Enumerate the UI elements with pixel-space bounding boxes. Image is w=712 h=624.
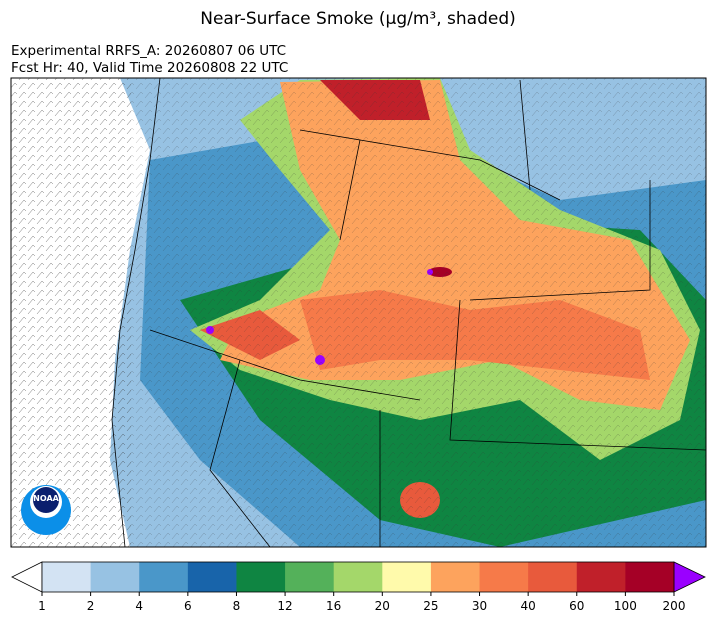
colorbar-tick-label: 4 bbox=[135, 599, 143, 613]
colorbar-tick-label: 200 bbox=[663, 599, 686, 613]
colorbar-tick-label: 30 bbox=[472, 599, 487, 613]
colorbar-segment bbox=[382, 562, 432, 592]
colorbar-segment bbox=[430, 562, 481, 592]
colorbar-tick-label: 1 bbox=[38, 599, 46, 613]
logo-text: NOAA bbox=[33, 494, 59, 503]
subtitle: Experimental RRFS_A: 20260807 06 UTC bbox=[11, 43, 286, 59]
colorbar-tick-label: 16 bbox=[326, 599, 341, 613]
colorbar-tick-label: 100 bbox=[614, 599, 637, 613]
colorbar-under bbox=[11, 561, 43, 593]
title: Near-Surface Smoke (μg/m³, shaded) bbox=[200, 9, 516, 29]
logo: NOAA bbox=[21, 485, 71, 535]
colorbar: 1 2 4 6 8 12 16 20 25 30 40 60 100 200 bbox=[11, 561, 706, 613]
colorbar-segment bbox=[528, 562, 578, 592]
colorbar-tick-label: 20 bbox=[375, 599, 390, 613]
map bbox=[11, 78, 706, 547]
colorbar-tick-label: 60 bbox=[569, 599, 584, 613]
colorbar-segment bbox=[236, 562, 286, 592]
colorbar-segment bbox=[285, 562, 335, 592]
map-frame bbox=[10, 77, 707, 548]
colorbar-segment bbox=[187, 562, 237, 592]
colorbar-tick-label: 12 bbox=[277, 599, 292, 613]
colorbar-segment bbox=[90, 562, 140, 592]
colorbar-tick-label: 2 bbox=[87, 599, 95, 613]
colorbar-segment bbox=[42, 562, 92, 592]
colorbar-tick-label: 25 bbox=[423, 599, 438, 613]
colorbar-segment bbox=[625, 562, 675, 592]
colorbar-segment bbox=[479, 562, 529, 592]
colorbar-segment bbox=[333, 562, 383, 592]
subtitle: Fcst Hr: 40, Valid Time 20260808 22 UTC bbox=[11, 60, 288, 76]
colorbar-tick-label: 40 bbox=[521, 599, 536, 613]
colorbar-tick-label: 8 bbox=[233, 599, 241, 613]
colorbar-tick-label: 6 bbox=[184, 599, 192, 613]
colorbar-segment bbox=[139, 562, 189, 592]
colorbar-over bbox=[673, 561, 706, 593]
colorbar-segment bbox=[576, 562, 626, 592]
colorbar-frame bbox=[41, 561, 675, 593]
